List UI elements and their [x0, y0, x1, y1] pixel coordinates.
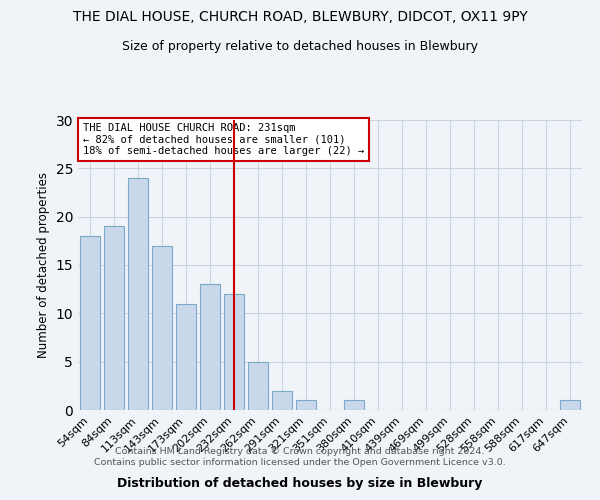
Bar	[128, 178, 148, 410]
Y-axis label: Number of detached properties: Number of detached properties	[37, 172, 50, 358]
Bar	[560, 400, 580, 410]
Text: Contains HM Land Registry data © Crown copyright and database right 2024.
Contai: Contains HM Land Registry data © Crown c…	[94, 448, 506, 467]
Text: THE DIAL HOUSE, CHURCH ROAD, BLEWBURY, DIDCOT, OX11 9PY: THE DIAL HOUSE, CHURCH ROAD, BLEWBURY, D…	[73, 10, 527, 24]
Bar	[200, 284, 220, 410]
Bar	[248, 362, 268, 410]
Bar	[272, 390, 292, 410]
Bar	[104, 226, 124, 410]
Text: Distribution of detached houses by size in Blewbury: Distribution of detached houses by size …	[118, 477, 482, 490]
Bar	[224, 294, 244, 410]
Bar	[80, 236, 100, 410]
Text: Size of property relative to detached houses in Blewbury: Size of property relative to detached ho…	[122, 40, 478, 53]
Bar	[152, 246, 172, 410]
Text: THE DIAL HOUSE CHURCH ROAD: 231sqm
← 82% of detached houses are smaller (101)
18: THE DIAL HOUSE CHURCH ROAD: 231sqm ← 82%…	[83, 123, 364, 156]
Bar	[176, 304, 196, 410]
Bar	[296, 400, 316, 410]
Bar	[344, 400, 364, 410]
